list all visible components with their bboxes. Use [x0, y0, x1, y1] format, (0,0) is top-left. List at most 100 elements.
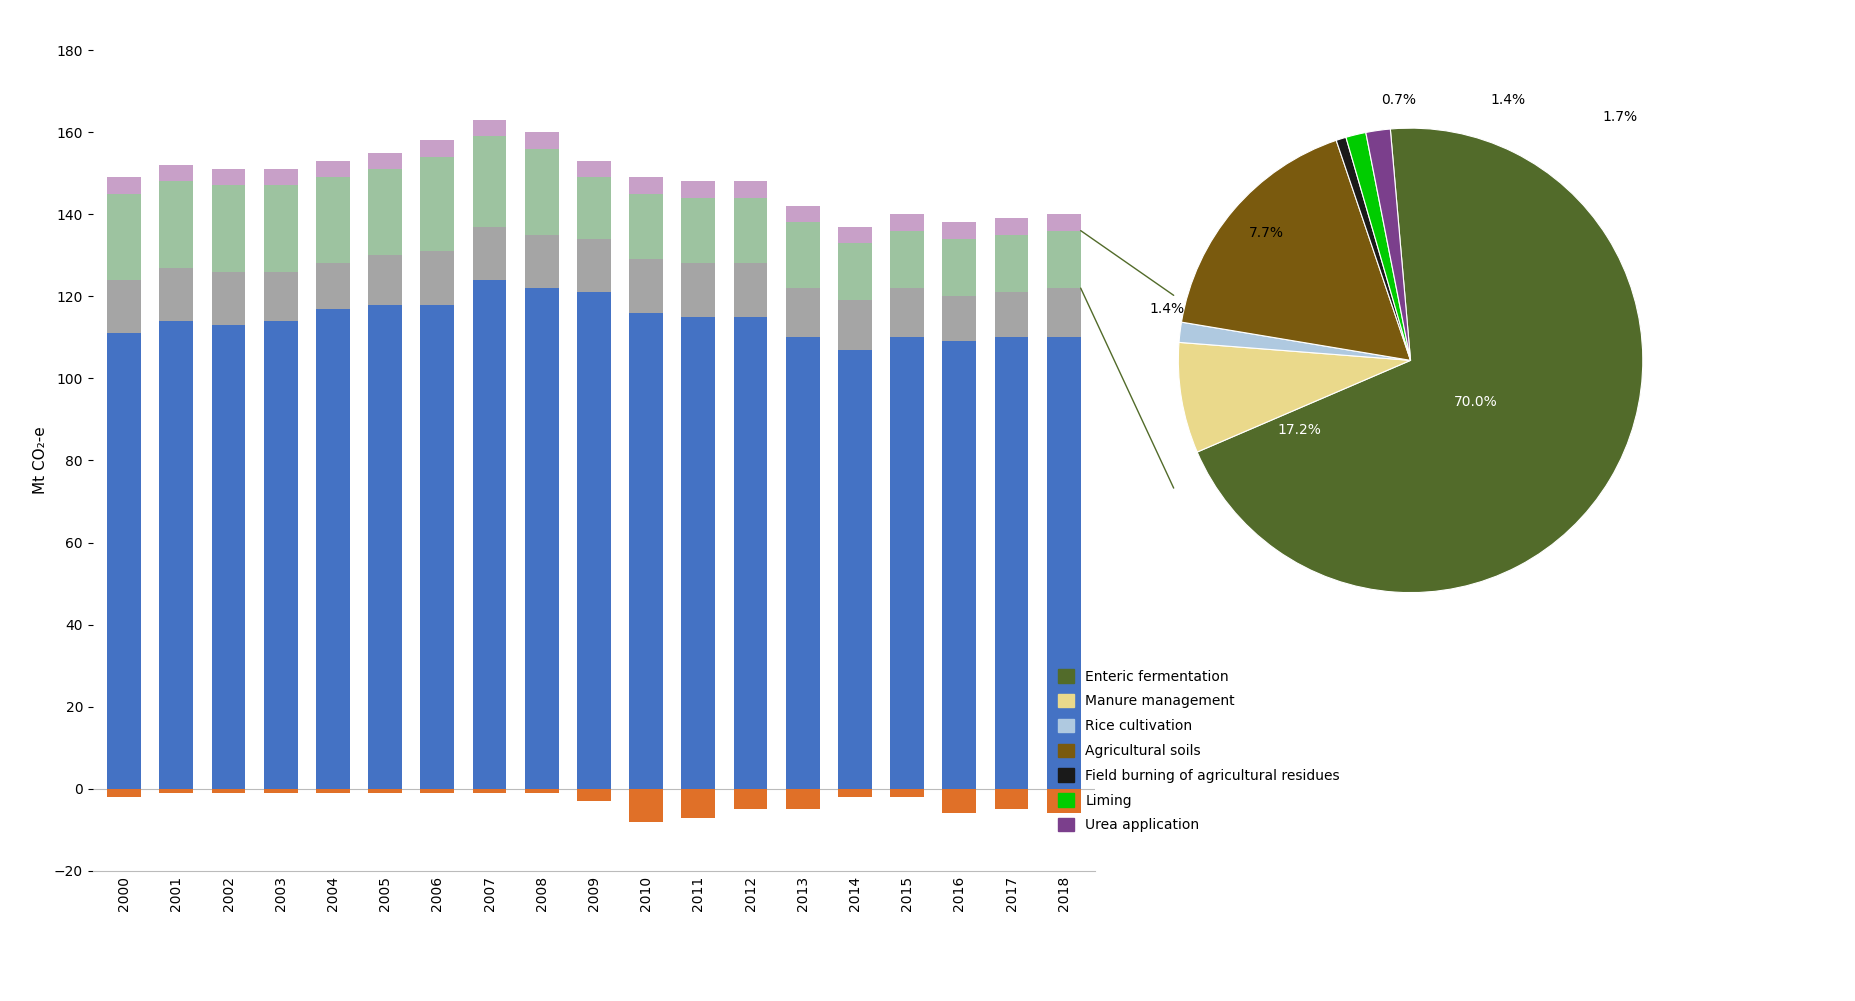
Bar	[211, 185, 245, 271]
Bar	[577, 239, 610, 292]
Bar	[942, 789, 976, 814]
Bar	[837, 789, 872, 797]
Bar	[577, 177, 610, 239]
Bar	[837, 243, 872, 300]
Bar	[629, 312, 662, 789]
Text: 1.7%: 1.7%	[1601, 109, 1636, 123]
Bar	[785, 222, 820, 288]
Bar	[681, 316, 714, 789]
Bar	[525, 235, 558, 288]
Bar	[837, 349, 872, 789]
Text: 70.0%: 70.0%	[1452, 395, 1497, 409]
Bar	[994, 789, 1028, 809]
Bar	[211, 271, 245, 325]
Bar	[837, 226, 872, 243]
Bar	[315, 263, 351, 308]
Bar	[419, 157, 454, 251]
Wedge shape	[1196, 128, 1642, 593]
Bar	[525, 288, 558, 789]
Bar	[890, 288, 924, 337]
Bar	[577, 292, 610, 789]
Bar	[367, 789, 403, 793]
Bar	[160, 267, 193, 321]
Bar	[367, 169, 403, 255]
Bar	[629, 259, 662, 312]
Bar	[785, 288, 820, 337]
Bar	[211, 325, 245, 789]
Bar	[629, 789, 662, 822]
Bar	[211, 789, 245, 793]
Bar	[890, 230, 924, 288]
Wedge shape	[1345, 132, 1410, 360]
Bar	[942, 239, 976, 296]
Bar	[263, 271, 297, 321]
Bar	[367, 255, 403, 304]
Bar	[108, 177, 141, 194]
Bar	[942, 341, 976, 789]
Bar	[1046, 288, 1080, 337]
Bar	[419, 140, 454, 157]
Bar	[473, 789, 506, 793]
Bar	[315, 308, 351, 789]
Bar	[473, 136, 506, 226]
Bar	[785, 337, 820, 789]
Bar	[1046, 230, 1080, 288]
Text: 1.4%: 1.4%	[1148, 302, 1183, 316]
Wedge shape	[1336, 137, 1410, 360]
Bar	[577, 789, 610, 801]
Bar	[367, 304, 403, 789]
Bar	[577, 161, 610, 177]
Bar	[525, 789, 558, 793]
Bar	[160, 789, 193, 793]
Bar	[263, 789, 297, 793]
Bar	[629, 177, 662, 194]
Bar	[994, 218, 1028, 235]
Bar	[733, 789, 768, 809]
Bar	[629, 194, 662, 259]
Bar	[785, 789, 820, 809]
Bar	[263, 185, 297, 271]
Bar	[473, 120, 506, 136]
Bar	[733, 181, 768, 198]
Bar	[994, 292, 1028, 337]
Bar	[890, 337, 924, 789]
Bar	[315, 177, 351, 263]
Wedge shape	[1178, 322, 1410, 360]
Bar	[1046, 337, 1080, 789]
Text: 7.7%: 7.7%	[1248, 225, 1284, 239]
Bar	[1046, 789, 1080, 814]
Bar	[994, 235, 1028, 292]
Bar	[419, 304, 454, 789]
Wedge shape	[1182, 140, 1410, 360]
Bar	[681, 198, 714, 263]
Bar	[890, 214, 924, 230]
Bar	[837, 300, 872, 349]
Text: 0.7%: 0.7%	[1380, 93, 1415, 107]
Bar	[419, 251, 454, 304]
Wedge shape	[1365, 129, 1410, 360]
Bar	[315, 789, 351, 793]
Bar	[367, 153, 403, 169]
Bar	[733, 316, 768, 789]
Bar	[108, 789, 141, 797]
Wedge shape	[1178, 342, 1410, 452]
Bar	[681, 263, 714, 316]
Bar	[890, 789, 924, 797]
Bar	[473, 226, 506, 280]
Bar	[315, 161, 351, 177]
Bar	[994, 337, 1028, 789]
Y-axis label: Mt CO₂-e: Mt CO₂-e	[33, 426, 48, 494]
Text: 17.2%: 17.2%	[1276, 423, 1321, 437]
Legend: Enteric fermentation, Manure management, Rice cultivation, Agricultural soils, F: Enteric fermentation, Manure management,…	[1057, 670, 1339, 833]
Bar	[263, 169, 297, 185]
Bar	[942, 296, 976, 341]
Bar	[108, 194, 141, 280]
Text: 1.4%: 1.4%	[1490, 93, 1525, 107]
Bar	[1046, 214, 1080, 230]
Bar	[160, 321, 193, 789]
Bar	[211, 169, 245, 185]
Bar	[681, 181, 714, 198]
Bar	[733, 198, 768, 263]
Bar	[681, 789, 714, 818]
Bar	[108, 280, 141, 333]
